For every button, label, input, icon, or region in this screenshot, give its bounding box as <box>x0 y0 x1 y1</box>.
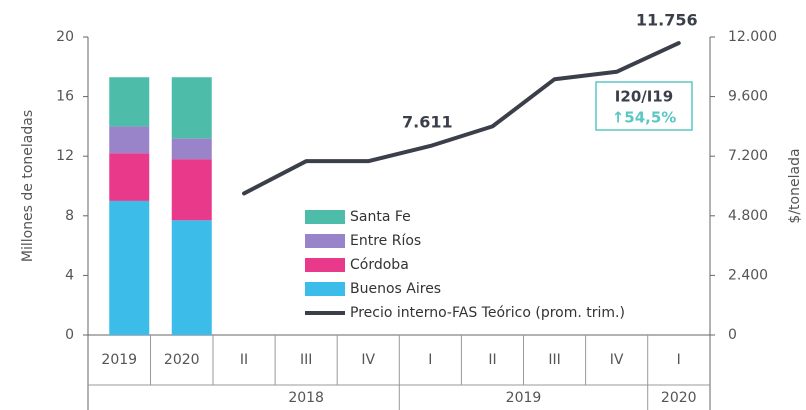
x-tick-label: 2019 <box>101 352 137 368</box>
y-tick-label: 8 <box>65 208 74 224</box>
legend-swatch <box>305 282 345 296</box>
x-tick-label: 2020 <box>164 352 200 368</box>
bar-segment <box>109 153 150 201</box>
x-tick-label: III <box>300 352 312 368</box>
y2-tick-label: 0 <box>728 327 737 343</box>
y-axis-label: Millones de toneladas <box>20 110 36 262</box>
x-tick-label: II <box>240 352 248 368</box>
bar-segment <box>109 200 150 335</box>
legend-label: Córdoba <box>350 257 409 273</box>
legend-label: Santa Fe <box>350 209 411 225</box>
y2-axis-label: $/tonelada <box>787 148 803 223</box>
x-tick-label: I <box>428 352 432 368</box>
bar-segment <box>109 77 150 127</box>
y2-tick-label: 2.400 <box>728 267 768 283</box>
y2-tick-label: 7.200 <box>728 148 768 164</box>
bar-segment <box>171 159 212 221</box>
data-label: 7.611 <box>402 112 453 131</box>
bar-segment <box>171 138 212 160</box>
y-tick-label: 20 <box>56 29 74 45</box>
legend-swatch <box>305 258 345 272</box>
legend-label: Entre Ríos <box>350 233 421 249</box>
x-tick-label: I <box>677 352 681 368</box>
y2-tick-label: 9.600 <box>728 89 768 105</box>
group-label: 2019 <box>506 390 542 406</box>
x-tick-label: III <box>548 352 560 368</box>
x-tick-label: IV <box>361 352 375 368</box>
y2-tick-label: 12.000 <box>728 29 777 45</box>
legend-label: Buenos Aires <box>350 281 441 297</box>
y-tick-label: 0 <box>65 327 74 343</box>
bar-segment <box>109 126 150 154</box>
x-tick-label: II <box>488 352 496 368</box>
y-tick-label: 16 <box>56 89 74 105</box>
bar-segment <box>171 77 212 139</box>
line <box>242 41 681 196</box>
bar-segment <box>171 220 212 335</box>
y-tick-label: 12 <box>56 148 74 164</box>
annotation-text: ↑54,5% <box>612 109 677 127</box>
legend-swatch <box>305 210 345 224</box>
y2-tick-label: 4.800 <box>728 208 768 224</box>
data-label: 11.756 <box>636 11 698 30</box>
annotation-title: I20/I19 <box>615 88 673 106</box>
legend-swatch <box>305 234 345 248</box>
x-tick-label: IV <box>610 352 624 368</box>
group-label: 2020 <box>661 390 697 406</box>
y-tick-label: 4 <box>65 267 74 283</box>
group-label: 2018 <box>288 390 324 406</box>
legend-label: Precio interno-FAS Teórico (prom. trim.) <box>350 305 625 321</box>
annotation-box <box>595 81 693 131</box>
